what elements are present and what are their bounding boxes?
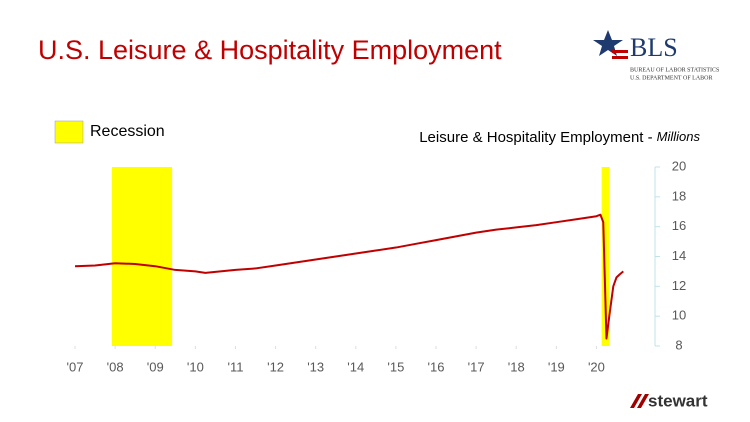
stewart-logo: stewart <box>630 391 708 410</box>
slide-title: U.S. Leisure & Hospitality Employment <box>38 35 502 65</box>
x-tick-label: '12 <box>267 359 284 374</box>
recession-band <box>111 167 173 346</box>
legend-swatch <box>54 120 84 144</box>
x-tick-label: '07 <box>67 359 84 374</box>
y-tick-label: 14 <box>672 248 686 263</box>
x-tick-label: '15 <box>387 359 404 374</box>
x-tick-label: '10 <box>187 359 204 374</box>
logo-stripe <box>612 56 628 59</box>
x-tick-label: '09 <box>147 359 164 374</box>
x-tick-label: '08 <box>107 359 124 374</box>
y-tick-label: 8 <box>675 337 682 352</box>
y-tick-label: 12 <box>672 278 686 293</box>
logo-subtext: BUREAU OF LABOR STATISTICS <box>630 67 719 73</box>
x-tick-label: '17 <box>468 359 485 374</box>
logo-text: BLS <box>630 33 678 62</box>
y-tick-label: 10 <box>672 308 686 323</box>
x-tick-label: '16 <box>428 359 445 374</box>
series-label: Leisure & Hospitality Employment - Millio… <box>419 129 700 146</box>
x-tick-label: '19 <box>548 359 565 374</box>
y-tick-label: 20 <box>672 158 686 173</box>
chart: Recession Leisure & Hospitality Employmen… <box>54 120 700 374</box>
data-line <box>74 213 624 340</box>
logo-subtext: U.S. DEPARTMENT OF LABOR <box>630 75 713 81</box>
bls-logo: BLS BUREAU OF LABOR STATISTICS U.S. DEPA… <box>593 30 719 81</box>
logo-slash <box>637 394 649 408</box>
x-tick-label: '13 <box>307 359 324 374</box>
series-name: Leisure & Hospitality Employment - <box>419 129 652 146</box>
logo-stripe <box>612 50 628 53</box>
logo-slash <box>630 394 642 408</box>
legend-label: Recession <box>90 123 165 140</box>
y-unit: Millions <box>657 129 701 144</box>
x-tick-label: '11 <box>227 359 243 374</box>
x-tick-label: '20 <box>588 359 605 374</box>
x-tick-label: '14 <box>347 359 364 374</box>
x-tick-label: '18 <box>508 359 525 374</box>
logo-star <box>593 30 623 56</box>
recession-band <box>601 167 610 346</box>
y-tick-label: 18 <box>672 188 686 203</box>
logo-text: stewart <box>648 391 708 410</box>
y-tick-label: 16 <box>672 218 686 233</box>
